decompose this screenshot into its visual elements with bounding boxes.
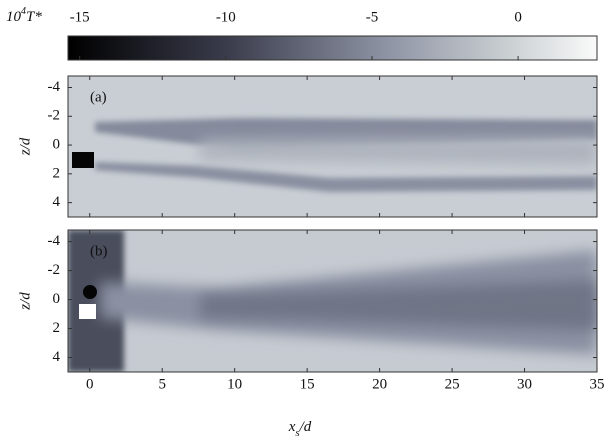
- y-tick-label: 2: [53, 165, 61, 181]
- x-tick-label: 35: [590, 376, 605, 392]
- panel-label: (a): [90, 89, 107, 105]
- label-exp: 4: [21, 6, 26, 17]
- x-axis-label: xs/d: [288, 419, 312, 438]
- x-tick-label: 10: [227, 376, 242, 392]
- y-tick-label: 4: [53, 194, 61, 210]
- colorbar-tick-label: -10: [216, 9, 236, 25]
- colorbar-label: 104T*: [6, 6, 42, 25]
- xlabel-rest: /d: [299, 419, 312, 435]
- panel-frame-b: [67, 229, 598, 373]
- x-tick-label: 25: [445, 376, 460, 392]
- panel-label: (b): [90, 243, 108, 259]
- xlabel-sub: s: [295, 427, 299, 439]
- x-tick-label: 30: [517, 376, 532, 392]
- y-axis-label: z/d: [17, 292, 33, 311]
- y-tick-label: -4: [48, 79, 61, 95]
- y-tick-label: 4: [53, 349, 61, 365]
- field-b: [68, 230, 597, 372]
- label-var: T*: [26, 9, 42, 25]
- x-tick-label: 20: [372, 376, 387, 392]
- colorbar-tick-label: 0: [514, 9, 522, 25]
- y-axis-label: z/d: [17, 137, 33, 156]
- y-tick-label: -4: [48, 233, 61, 249]
- colorbar-tick-label: -15: [70, 9, 90, 25]
- colorbar: [67, 35, 598, 61]
- y-tick-label: 0: [53, 291, 61, 307]
- y-tick-label: -2: [48, 262, 61, 278]
- y-tick-label: -2: [48, 108, 61, 124]
- y-tick-label: 2: [53, 320, 61, 336]
- y-tick-label: 0: [53, 136, 61, 152]
- x-tick-label: 0: [86, 376, 94, 392]
- panel-frame-a: [67, 75, 598, 218]
- field-a: [68, 76, 597, 217]
- x-tick-label: 5: [158, 376, 166, 392]
- label-base: 10: [6, 9, 22, 25]
- colorbar-tick-label: -5: [366, 9, 379, 25]
- x-tick-label: 15: [300, 376, 315, 392]
- xlabel-main: x: [288, 419, 296, 435]
